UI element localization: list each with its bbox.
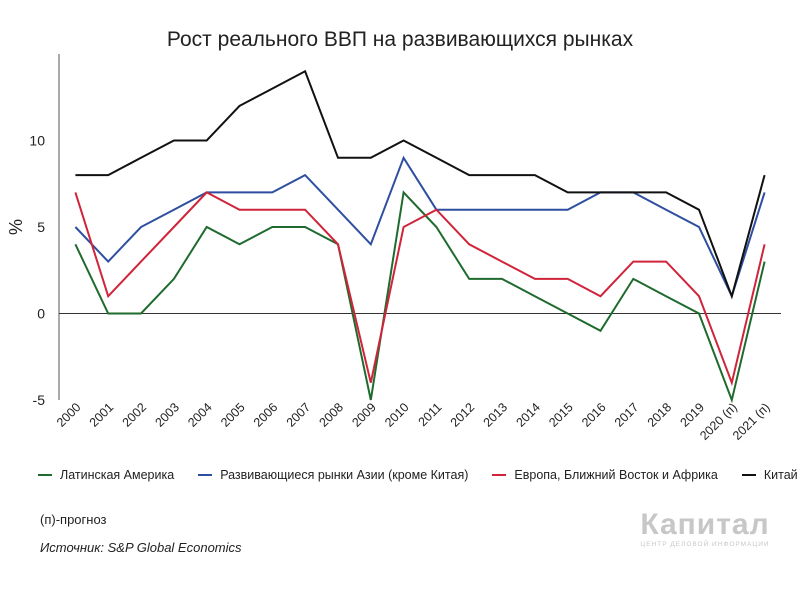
x-tick-label: 2019 — [678, 400, 708, 430]
series-line-2 — [74, 191, 766, 387]
x-tick-label: 2018 — [645, 400, 675, 430]
x-tick-label: 2012 — [448, 400, 478, 430]
logo-wordmark: Капитал — [640, 508, 770, 541]
chart-title: Рост реального ВВП на развивающихся рынк… — [166, 28, 634, 51]
legend-item-latam: Латинская Америка — [38, 468, 174, 482]
x-tick-label: 2007 — [284, 400, 314, 430]
x-tick-label: 2001 — [87, 400, 117, 430]
x-tick-label: 2003 — [152, 400, 182, 430]
x-tick-label: 2002 — [120, 400, 150, 430]
x-ticks: 2000 2001 2002 2003 2004 2005 2006 2007 2008 2009… — [54, 400, 773, 443]
series-line-0 — [74, 190, 766, 404]
series-line-1 — [74, 155, 766, 299]
logo-tagline: ЦЕНТР ДЕЛОВОЙ ИНФОРМАЦИИ — [640, 541, 770, 548]
x-tick-label: 2005 — [218, 400, 248, 430]
x-tick-label: 2016 — [579, 400, 609, 430]
legend-swatch-asia — [198, 474, 213, 476]
legend-label-china: Китай — [763, 468, 798, 482]
x-tick-label: 2006 — [251, 400, 281, 430]
legend-swatch-latam — [38, 474, 52, 476]
series-lines — [74, 69, 766, 404]
axes — [58, 54, 781, 400]
x-tick-label: 2004 — [185, 400, 215, 430]
x-tick-label: 2009 — [349, 400, 379, 430]
x-tick-label: 2011 — [416, 400, 445, 429]
legend-item-asia: Развивающиеся рынки Азии (кроме Китая) — [198, 468, 468, 482]
y-tick-label: 0 — [37, 306, 45, 322]
x-tick-label: 2021 (п) — [730, 400, 773, 443]
x-tick-label: 2015 — [546, 400, 576, 430]
logo: Капитал ЦЕНТР ДЕЛОВОЙ ИНФОРМАЦИИ — [638, 510, 772, 550]
x-tick-label: 2000 — [54, 400, 84, 430]
source-note: Источник: S&P Global Economics — [40, 540, 242, 555]
y-tick-label: -5 — [33, 392, 46, 408]
legend-label-asia: Развивающиеся рынки Азии (кроме Китая) — [220, 468, 469, 482]
y-ticks: -5 0 5 10 — [29, 133, 45, 409]
legend-swatch-emea — [492, 474, 507, 476]
legend-swatch-china — [741, 474, 756, 476]
series-line-3 — [75, 69, 766, 300]
legend-item-china: Китай — [741, 468, 798, 482]
x-tick-label: 2008 — [317, 400, 347, 430]
y-axis-label: % — [6, 219, 26, 235]
legend: Латинская Америка Развивающиеся рынки Аз… — [38, 468, 798, 482]
x-tick-label: 2013 — [481, 400, 511, 430]
x-tick-label: 2014 — [513, 400, 543, 430]
x-tick-label: 2017 — [612, 400, 642, 430]
x-tick-label: 2010 — [382, 400, 412, 430]
legend-label-emea: Европа, Ближний Восток и Африка — [514, 468, 718, 482]
legend-label-latam: Латинская Америка — [60, 468, 175, 482]
y-tick-label: 5 — [37, 219, 45, 235]
legend-item-emea: Европа, Ближний Восток и Африка — [492, 468, 718, 482]
y-tick-label: 10 — [29, 133, 45, 149]
forecast-note: (п)-прогноз — [40, 512, 107, 527]
